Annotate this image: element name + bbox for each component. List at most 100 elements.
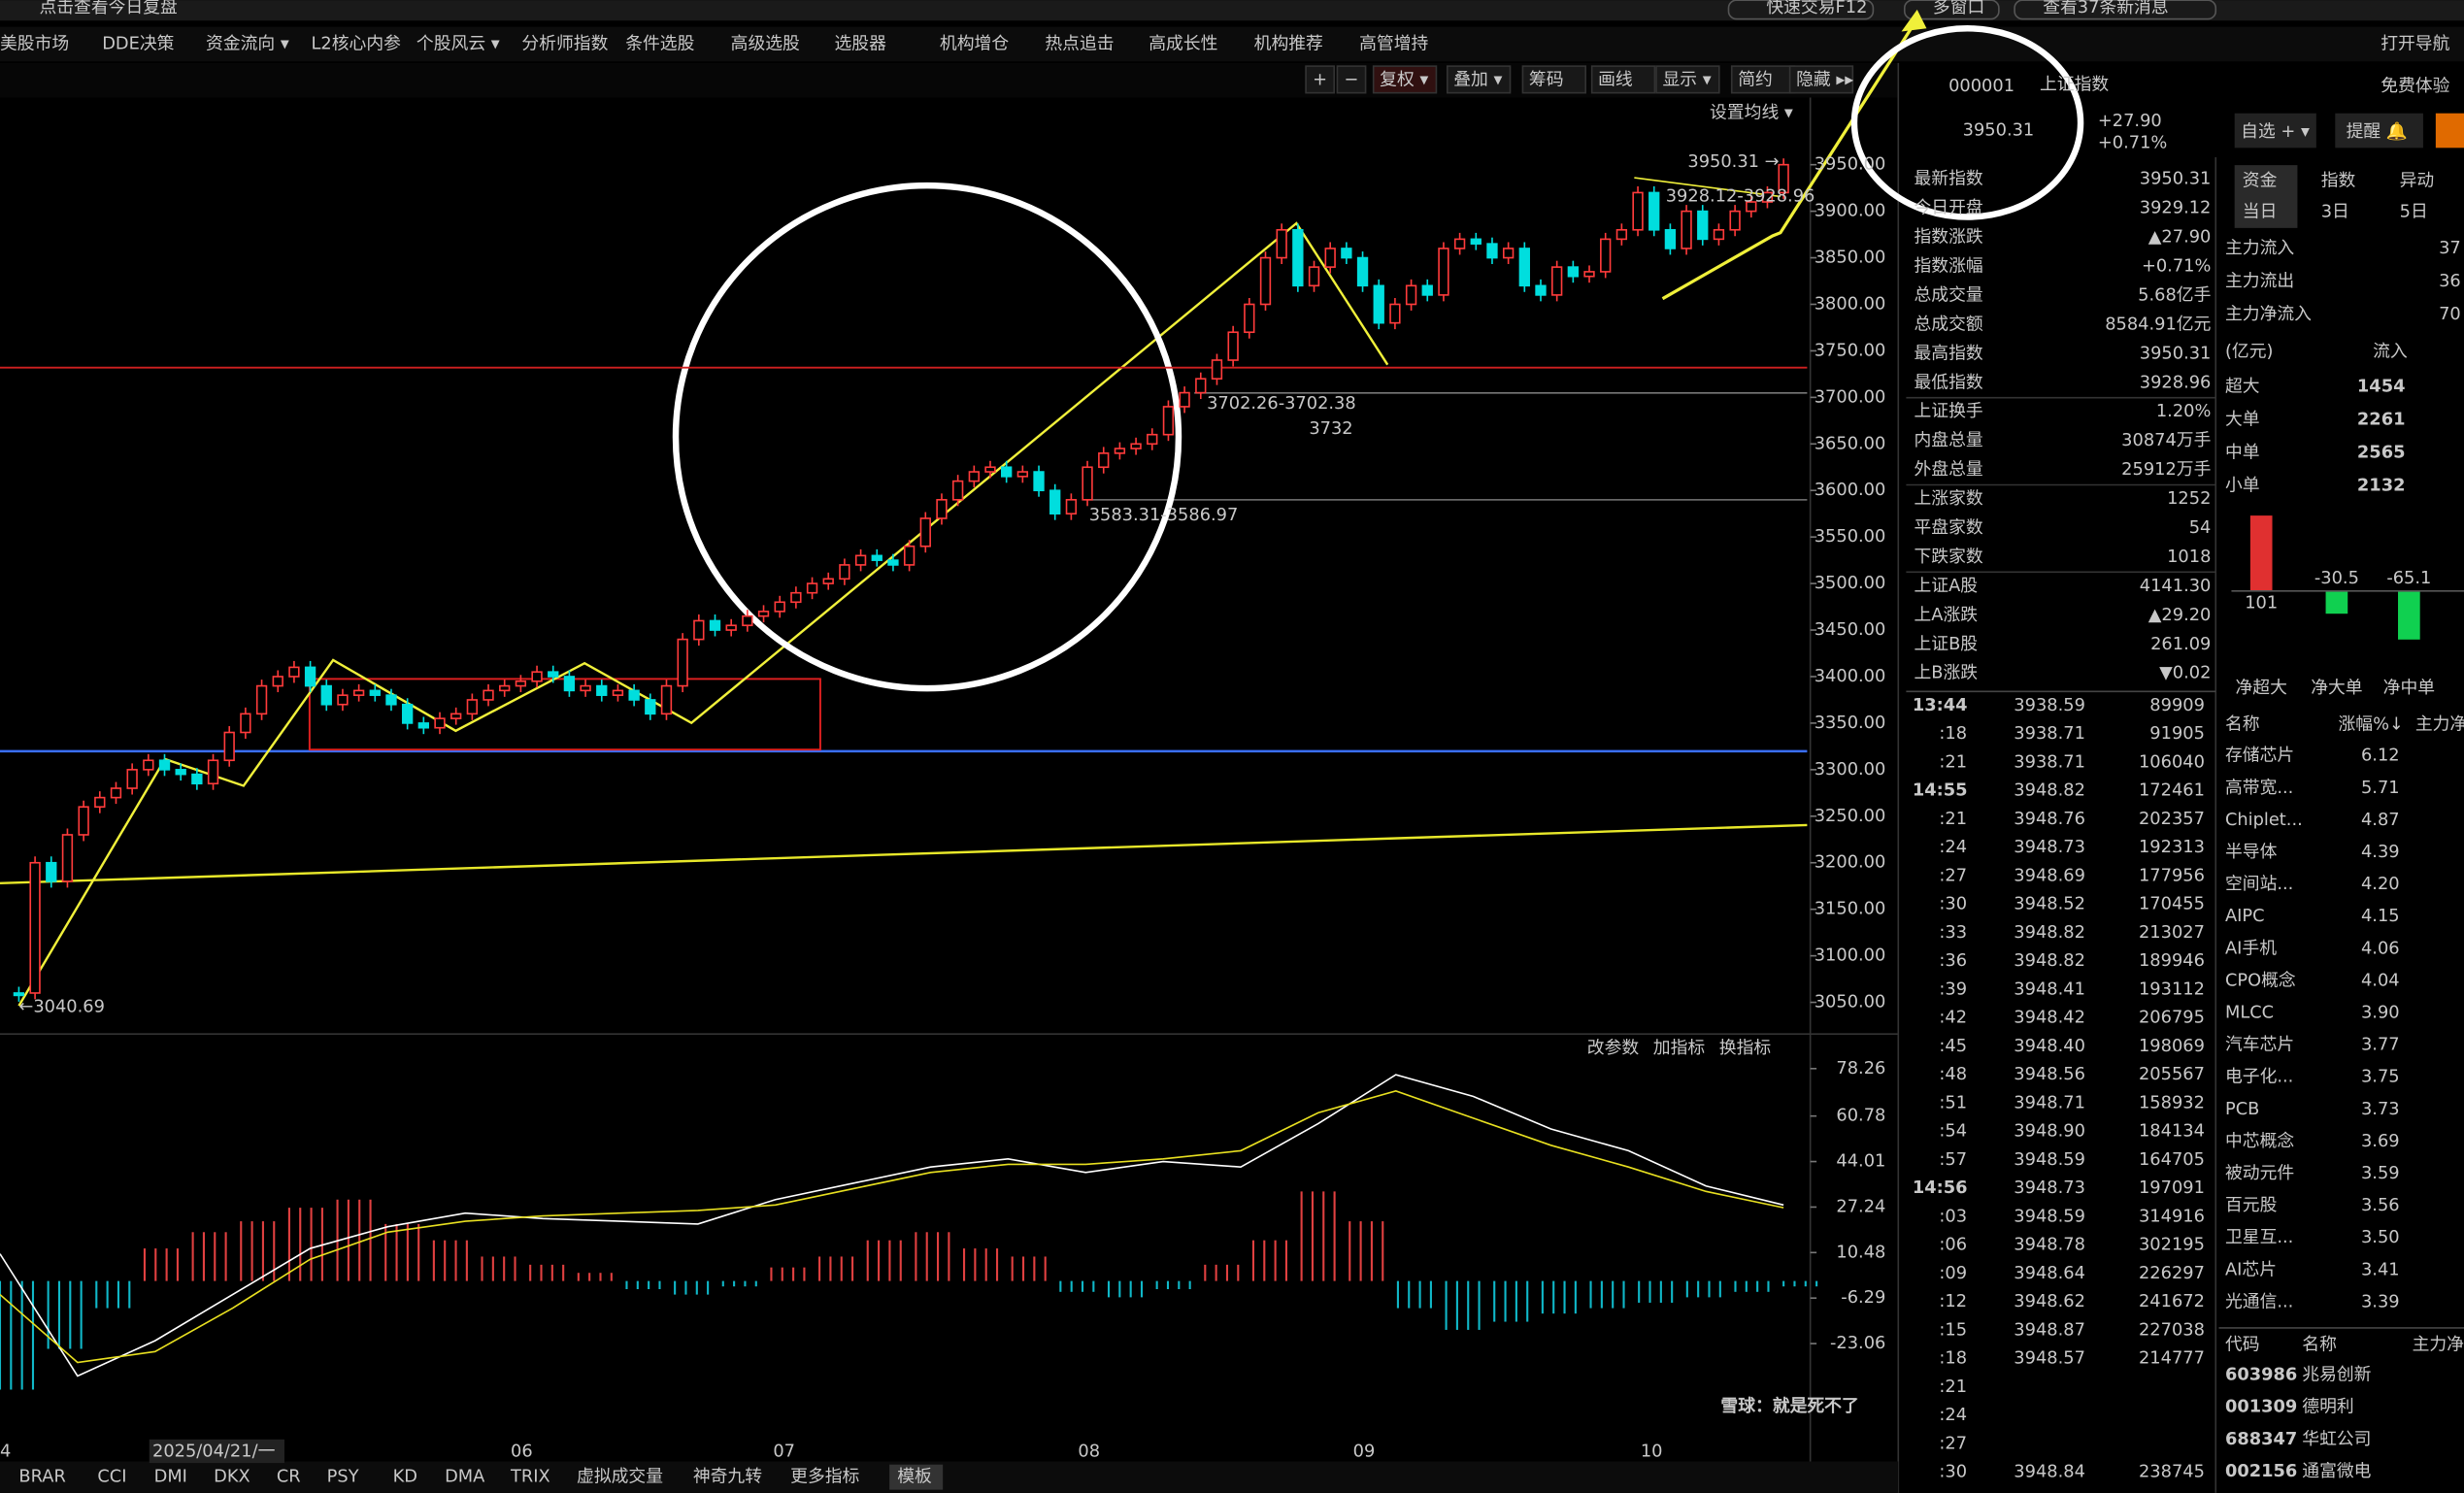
stock-code[interactable]: 688347 bbox=[2225, 1429, 2297, 1449]
menu-item[interactable]: 条件选股 bbox=[625, 33, 694, 53]
menu-item[interactable]: 个股风云 ▾ bbox=[416, 33, 500, 53]
sector-name[interactable]: 光通信... bbox=[2225, 1291, 2293, 1311]
button[interactable]: 多窗口 bbox=[1933, 0, 1984, 17]
sector-name[interactable]: Chiplet... bbox=[2225, 810, 2303, 830]
button[interactable] bbox=[2014, 0, 2217, 20]
stock-name[interactable]: 华虹公司 bbox=[2302, 1429, 2371, 1449]
indicator-tab[interactable]: BRAR bbox=[18, 1467, 65, 1487]
alert-button[interactable]: 提醒 🔔 bbox=[2347, 121, 2408, 142]
indicator-tab[interactable]: DKX bbox=[214, 1467, 250, 1487]
sector-name[interactable]: 卫星互... bbox=[2225, 1227, 2293, 1247]
menu-item[interactable]: 分析师指数 bbox=[521, 33, 608, 53]
watch-button[interactable]: 自选 + ▾ bbox=[2241, 121, 2310, 142]
toolbar-button[interactable]: − bbox=[1345, 70, 1359, 90]
candle bbox=[450, 713, 462, 719]
toolbar-button[interactable]: 复权 ▾ bbox=[1380, 70, 1428, 90]
tick-time: :03 bbox=[1939, 1206, 1967, 1226]
link[interactable]: 点击查看今日复盘 bbox=[39, 0, 177, 17]
menu-item[interactable]: 高管增持 bbox=[1359, 33, 1428, 53]
quote-value: 261.09 bbox=[2150, 634, 2211, 654]
toolbar-button[interactable]: 隐藏 ▸▸ bbox=[1796, 70, 1853, 90]
stock-code[interactable]: 002156 bbox=[2225, 1461, 2297, 1481]
menu-item[interactable]: L2核心内参 bbox=[311, 33, 401, 53]
indicator-tab[interactable]: 模板 bbox=[897, 1467, 932, 1487]
period-tab[interactable]: 3日 bbox=[2321, 202, 2349, 222]
indicator-tab[interactable]: KD bbox=[393, 1467, 417, 1487]
level-label: 3732 bbox=[1309, 418, 1352, 439]
fund-tab[interactable]: 资金 bbox=[2243, 170, 2278, 190]
sector-pct: 3.75 bbox=[2361, 1067, 2400, 1087]
candle bbox=[1778, 163, 1789, 194]
indicator-tab[interactable]: 更多指标 bbox=[790, 1467, 859, 1487]
menu-item[interactable]: 打开导航 bbox=[2381, 33, 2449, 53]
column-header: 涨幅%↓ bbox=[2339, 713, 2404, 734]
menu-item[interactable]: 资金流向 ▾ bbox=[206, 33, 289, 53]
settings-link[interactable]: 设置均线 ▾ bbox=[1710, 103, 1793, 123]
sector-name[interactable]: 汽车芯片 bbox=[2225, 1035, 2294, 1055]
indicator-tab[interactable]: TRIX bbox=[510, 1467, 550, 1487]
menu-item[interactable]: 高级选股 bbox=[731, 33, 800, 53]
stock-name[interactable]: 兆易创新 bbox=[2302, 1364, 2371, 1384]
sector-name[interactable]: PCB bbox=[2225, 1099, 2259, 1119]
button[interactable]: 查看37条新消息 bbox=[2043, 0, 2168, 17]
toolbar-button[interactable]: + bbox=[1313, 70, 1327, 90]
y-tick-label: 3900.00 bbox=[1815, 201, 1886, 221]
y-tick-label: 3700.00 bbox=[1815, 386, 1886, 407]
quote-value: 3950.31 bbox=[2140, 343, 2212, 363]
sector-name[interactable]: AI手机 bbox=[2225, 938, 2277, 958]
indicator-tab[interactable]: 虚拟成交量 bbox=[577, 1467, 663, 1487]
menu-item[interactable]: DDE决策 bbox=[102, 33, 174, 53]
menu-item[interactable]: 机构推荐 bbox=[1254, 33, 1323, 53]
indicator-button[interactable]: 换指标 bbox=[1719, 1038, 1772, 1058]
toolbar-button[interactable]: 叠加 ▾ bbox=[1453, 70, 1502, 90]
stock-code[interactable]: 603986 bbox=[2225, 1364, 2297, 1384]
toolbar-button[interactable]: 显示 ▾ bbox=[1663, 70, 1712, 90]
menu-item[interactable]: 机构增仓 bbox=[940, 33, 1009, 53]
button[interactable] bbox=[1903, 0, 2000, 20]
indicator-tab[interactable]: 神奇九转 bbox=[693, 1467, 762, 1487]
toolbar-button[interactable]: 简约 bbox=[1738, 70, 1773, 90]
toolbar-button[interactable]: 筹码 bbox=[1529, 70, 1564, 90]
indicator-tab[interactable]: PSY bbox=[327, 1467, 359, 1487]
sector-name[interactable]: MLCC bbox=[2225, 1003, 2274, 1023]
toolbar-button[interactable]: 画线 bbox=[1598, 70, 1633, 90]
sector-name[interactable]: 半导体 bbox=[2225, 842, 2278, 862]
x-tick-label: 10 bbox=[1641, 1442, 1663, 1462]
sector-name[interactable]: CPO概念 bbox=[2225, 969, 2296, 990]
sector-name[interactable]: 被动元件 bbox=[2225, 1163, 2294, 1183]
sector-name[interactable]: 空间站... bbox=[2225, 874, 2293, 894]
menu-item[interactable]: 高成长性 bbox=[1149, 33, 1217, 53]
button[interactable] bbox=[2234, 113, 2316, 149]
buy-button[interactable] bbox=[2435, 113, 2464, 149]
menu-item[interactable]: 选股器 bbox=[834, 33, 886, 53]
period-tab[interactable]: 5日 bbox=[2400, 202, 2428, 222]
sector-name[interactable]: 中芯概念 bbox=[2225, 1130, 2294, 1151]
stock-name[interactable]: 通富微电 bbox=[2302, 1461, 2371, 1481]
tick-time: :42 bbox=[1939, 1008, 1967, 1028]
sector-name[interactable]: AIPC bbox=[2225, 906, 2265, 926]
sector-name[interactable]: 存储芯片 bbox=[2225, 746, 2294, 766]
sector-name[interactable]: AI芯片 bbox=[2225, 1259, 2277, 1279]
indicator-tab[interactable]: DMA bbox=[445, 1467, 485, 1487]
button[interactable]: 快速交易F12 bbox=[1766, 0, 1867, 17]
indicator-tab[interactable]: CCI bbox=[97, 1467, 126, 1487]
sector-name[interactable]: 高带宽... bbox=[2225, 778, 2293, 798]
button[interactable] bbox=[2335, 113, 2423, 149]
fund-tab[interactable]: 指数 bbox=[2321, 170, 2356, 190]
fund-tab[interactable]: 异动 bbox=[2400, 170, 2435, 190]
menu-item[interactable]: 热点追击 bbox=[1045, 33, 1114, 53]
period-tab[interactable]: 当日 bbox=[2243, 202, 2278, 222]
trial-link[interactable]: 免费体验 bbox=[2381, 76, 2449, 96]
sector-name[interactable]: 电子化... bbox=[2225, 1067, 2293, 1087]
sector-name[interactable]: 百元股 bbox=[2225, 1195, 2278, 1215]
indicator-tab[interactable]: DMI bbox=[154, 1467, 187, 1487]
tick-price: 3948.52 bbox=[2014, 894, 2085, 914]
menu-item[interactable]: 美股市场 bbox=[0, 33, 69, 53]
indicator-button[interactable]: 改参数 bbox=[1587, 1038, 1640, 1058]
stock-name[interactable]: 德明利 bbox=[2302, 1397, 2353, 1417]
indicator-button[interactable]: 加指标 bbox=[1653, 1038, 1706, 1058]
candle bbox=[175, 769, 186, 776]
indicator-tab[interactable]: CR bbox=[277, 1467, 301, 1487]
button[interactable] bbox=[1727, 0, 1875, 20]
stock-code[interactable]: 001309 bbox=[2225, 1397, 2297, 1417]
